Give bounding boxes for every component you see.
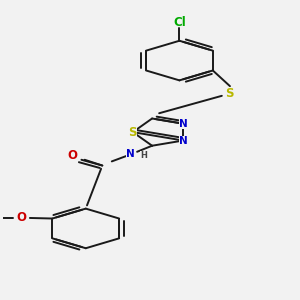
Text: N: N [126,149,135,159]
Text: N: N [179,119,188,129]
Text: Cl: Cl [173,16,186,28]
Text: O: O [16,212,26,224]
Text: S: S [225,87,233,101]
Text: O: O [68,148,78,162]
Text: S: S [129,126,137,139]
Text: N: N [179,136,188,146]
Text: H: H [140,151,147,160]
